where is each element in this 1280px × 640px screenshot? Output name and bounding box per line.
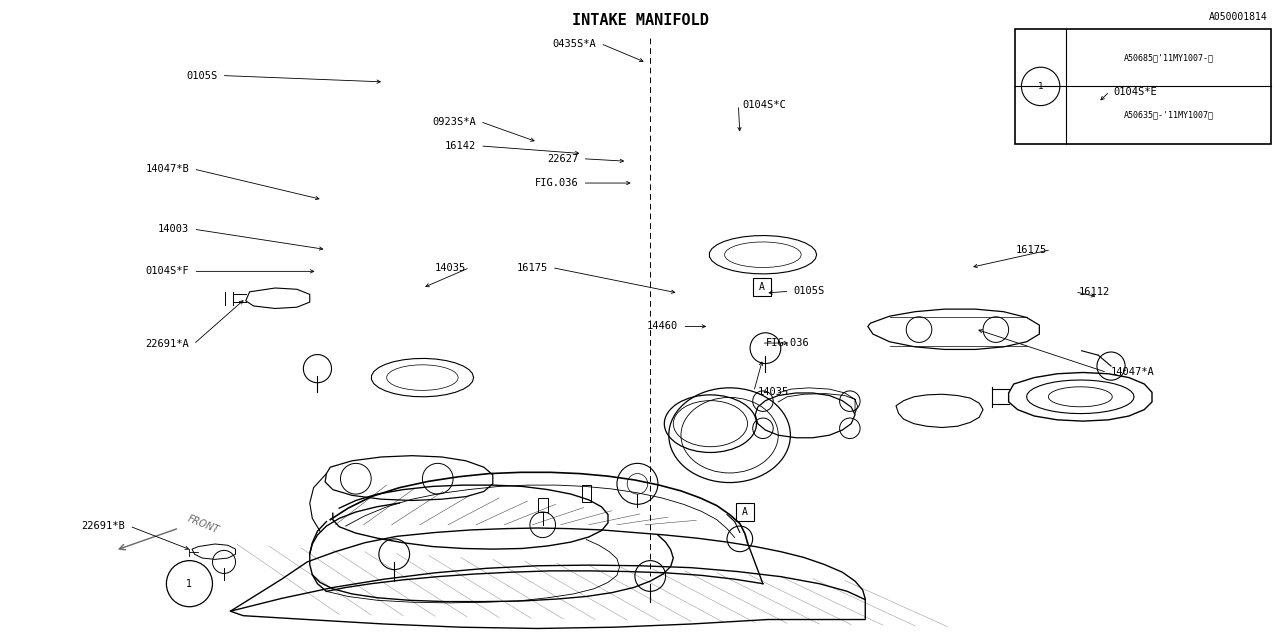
Text: 16175: 16175 [1016, 244, 1047, 255]
Text: 16142: 16142 [445, 141, 476, 151]
Bar [1015, 29, 1271, 144]
Text: 14047*A: 14047*A [1111, 367, 1155, 378]
Text: 0923S*A: 0923S*A [433, 116, 476, 127]
Text: 0105S: 0105S [794, 286, 824, 296]
Text: 22691*B: 22691*B [82, 521, 125, 531]
Text: 0105S: 0105S [187, 70, 218, 81]
Text: 0104S*C: 0104S*C [742, 100, 786, 110]
Text: 16112: 16112 [1079, 287, 1110, 297]
Circle shape [166, 561, 212, 607]
Text: A050001814: A050001814 [1208, 12, 1267, 22]
Bar [753, 278, 771, 296]
Text: 16175: 16175 [517, 262, 548, 273]
Bar [736, 503, 754, 521]
Text: 0104S*E: 0104S*E [1114, 86, 1157, 97]
Text: 22691*A: 22691*A [146, 339, 189, 349]
Text: 14047*B: 14047*B [146, 164, 189, 174]
Text: FIG.036: FIG.036 [765, 338, 809, 348]
Text: 1: 1 [187, 579, 192, 589]
Text: 22627: 22627 [548, 154, 579, 164]
Text: 14003: 14003 [159, 224, 189, 234]
Text: 0104S*F: 0104S*F [146, 266, 189, 276]
Text: FIG.036: FIG.036 [535, 178, 579, 188]
Text: 14035: 14035 [435, 262, 466, 273]
Text: A: A [759, 282, 764, 292]
Text: A: A [742, 507, 748, 517]
Text: INTAKE MANIFOLD: INTAKE MANIFOLD [572, 13, 708, 28]
Text: 0435S*A: 0435S*A [553, 38, 596, 49]
Text: 1: 1 [1038, 82, 1043, 91]
Text: A50685＜'11MY1007-＞: A50685＜'11MY1007-＞ [1124, 53, 1213, 62]
Text: A50635＜-'11MY1007＞: A50635＜-'11MY1007＞ [1124, 111, 1213, 120]
Text: FRONT: FRONT [186, 514, 220, 536]
Text: 14035: 14035 [758, 387, 788, 397]
Text: 14460: 14460 [648, 321, 678, 332]
